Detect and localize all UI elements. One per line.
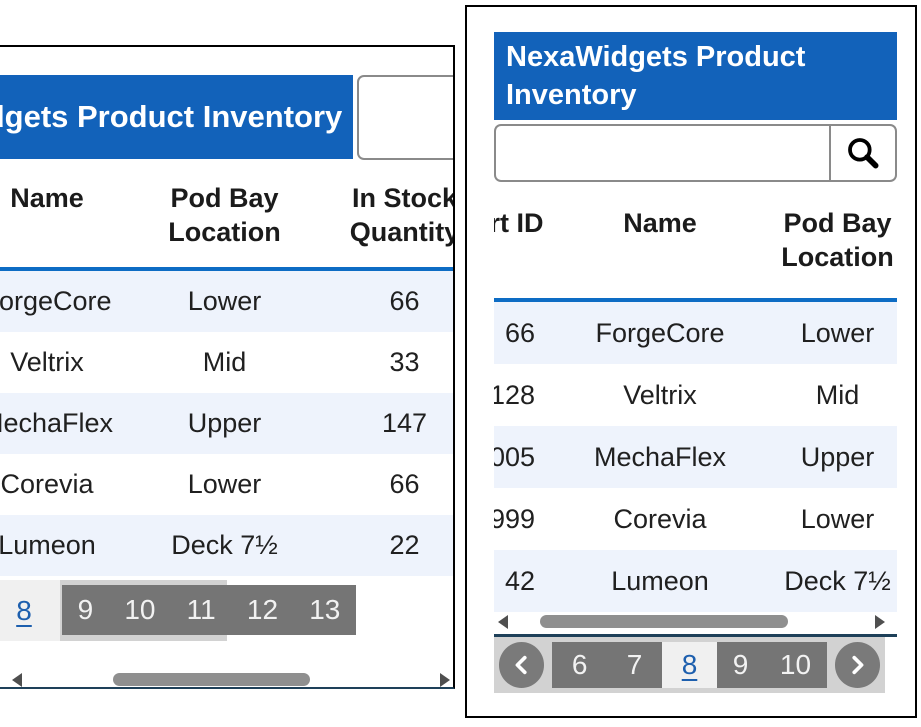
app-title-bar: NexaWidgets Product Inventory — [494, 32, 897, 120]
page-number[interactable]: 10 — [779, 649, 812, 680]
page-number[interactable]: 9 — [732, 649, 749, 680]
cell-pod-bay: Mid — [815, 379, 860, 410]
app-title: NexaWidgets Product Inventory — [506, 41, 806, 111]
table-row[interactable]: 42 Lumeon Deck 7½ 22 — [0, 515, 453, 576]
page-number: 8 — [16, 594, 32, 626]
cell-pod-bay: Lower — [187, 469, 262, 499]
magnifier-icon — [848, 138, 879, 169]
page-number[interactable]: 13 — [309, 594, 341, 625]
page-number[interactable]: 11 — [186, 594, 216, 625]
col-header-part-id: Part ID — [494, 208, 544, 238]
page-button-active[interactable]: 8 — [0, 580, 60, 641]
inventory-table-viewport[interactable]: Part ID Name Pod Bay Location In Stock Q… — [494, 202, 897, 618]
cell-name: Veltrix — [10, 347, 84, 377]
cell-pod-bay: Deck 7½ — [784, 565, 891, 596]
scroll-left-icon[interactable] — [12, 673, 22, 687]
page-number[interactable]: 6 — [571, 649, 588, 680]
next-page-button[interactable] — [834, 642, 881, 688]
search-button[interactable] — [829, 126, 895, 180]
cell-name: Lumeon — [0, 530, 96, 560]
page-button-group[interactable]: 9 10 11 12 13 — [62, 585, 356, 635]
cell-name: Veltrix — [623, 379, 697, 410]
table-header-row: Part ID Name Pod Bay Location In Stock Q… — [0, 177, 453, 271]
page-number[interactable]: 12 — [246, 594, 279, 625]
app-title-bar: NexaWidgets Product Inventory — [0, 75, 353, 159]
cell-name: ForgeCore — [0, 286, 112, 316]
cell-part-id: 999 — [494, 503, 535, 534]
table-row[interactable]: 128 Veltrix Mid 33 — [494, 364, 897, 426]
cell-name: Corevia — [613, 503, 707, 534]
table-row[interactable]: 66 ForgeCore Lower 66 — [494, 302, 897, 364]
col-header-pod-bay: Pod Bay Location — [168, 183, 281, 247]
cell-pod-bay: Upper — [187, 408, 262, 438]
scrollbar-thumb[interactable] — [540, 615, 788, 628]
cell-part-id: 128 — [494, 379, 535, 410]
scrollbar-thumb[interactable] — [113, 673, 310, 686]
cell-pod-bay: Mid — [202, 347, 247, 377]
cell-name: ForgeCore — [595, 317, 725, 348]
inventory-table-viewport[interactable]: Part ID Name Pod Bay Location In Stock Q… — [0, 177, 453, 623]
cell-qty: 22 — [389, 530, 420, 560]
col-header-pod-bay: Pod Bay Location — [781, 208, 894, 272]
col-header-name: Name — [10, 183, 84, 213]
cell-name: MechaFlex — [593, 441, 727, 472]
page-button-group[interactable]: 9 10 — [716, 642, 827, 688]
cell-pod-bay: Lower — [800, 503, 875, 534]
inventory-window-narrow: NexaWidgets Product Inventory Part ID Na… — [465, 5, 917, 718]
page-number: 8 — [681, 649, 698, 680]
page-button-group[interactable]: 6 7 — [552, 642, 663, 688]
chevron-right-icon — [852, 655, 864, 675]
page-number[interactable]: 7 — [626, 649, 643, 680]
cell-part-id: 42 — [504, 565, 535, 596]
table-row[interactable]: 005 MechaFlex Upper 147 — [494, 426, 897, 488]
scroll-right-icon[interactable] — [440, 673, 450, 687]
search-box — [494, 124, 897, 182]
scroll-left-icon[interactable] — [498, 615, 508, 629]
table-row[interactable]: 128 Veltrix Mid 33 — [0, 332, 453, 393]
pagination-bar: 6 7 8 9 10 — [494, 637, 885, 693]
table-bottom-border — [494, 634, 897, 637]
table-row[interactable]: 999 Corevia Lower 66 — [0, 454, 453, 515]
page-number[interactable]: 10 — [124, 594, 156, 625]
prev-page-button[interactable] — [499, 642, 545, 688]
cell-part-id: 005 — [494, 441, 535, 472]
cell-pod-bay: Lower — [187, 286, 262, 316]
cell-qty: 66 — [389, 286, 420, 316]
table-row[interactable]: 999 Corevia Lower 66 — [494, 488, 897, 550]
col-header-qty: In Stock Quantity — [349, 183, 453, 247]
cell-qty: 147 — [381, 408, 428, 438]
scroll-right-icon[interactable] — [875, 615, 885, 629]
cell-qty: 33 — [389, 347, 420, 377]
cell-qty: 66 — [389, 469, 420, 499]
search-input[interactable] — [496, 126, 829, 180]
cell-name: Corevia — [0, 469, 94, 499]
cell-pod-bay: Lower — [800, 317, 875, 348]
chevron-left-icon — [515, 655, 527, 675]
app-title: NexaWidgets Product Inventory — [0, 99, 343, 134]
page-button-active[interactable]: 8 — [662, 642, 717, 688]
table-row[interactable]: 005 MechaFlex Upper 147 — [0, 393, 453, 454]
cell-pod-bay: Deck 7½ — [171, 530, 278, 560]
cell-name: MechaFlex — [0, 408, 114, 438]
inventory-window-wide: NexaWidgets Product Inventory Part ID Na… — [0, 45, 455, 689]
search-input[interactable] — [359, 77, 453, 158]
page-number[interactable]: 9 — [77, 594, 94, 625]
col-header-name: Name — [623, 208, 697, 238]
cell-pod-bay: Upper — [800, 441, 875, 472]
table-row[interactable]: 66 ForgeCore Lower 66 — [0, 271, 453, 332]
table-row[interactable]: 42 Lumeon Deck 7½ 22 — [494, 550, 897, 612]
cell-name: Lumeon — [611, 565, 709, 596]
cell-part-id: 66 — [504, 317, 535, 348]
search-box — [357, 75, 453, 160]
table-header-row: Part ID Name Pod Bay Location In Stock Q… — [494, 202, 897, 302]
